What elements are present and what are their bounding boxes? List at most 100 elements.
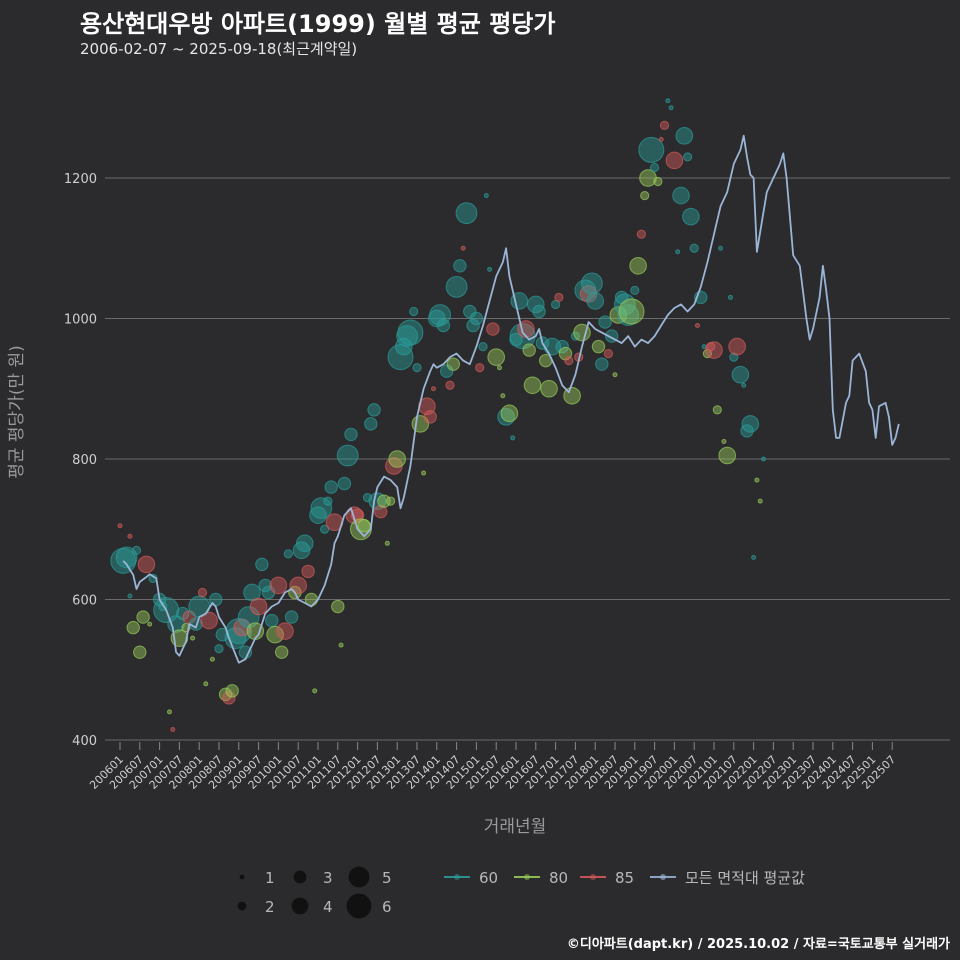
- scatter-point-80: [618, 298, 645, 325]
- scatter-point-85: [269, 576, 288, 595]
- scatter-point-80: [203, 681, 209, 687]
- legend-area-label: 모든 면적대 평균값: [685, 869, 805, 887]
- scatter-point-60: [675, 127, 694, 145]
- scatter-point-85: [374, 504, 388, 519]
- scatter-point-60: [337, 476, 352, 491]
- scatter-point-85: [658, 136, 664, 142]
- scatter-points: [110, 98, 766, 732]
- scatter-point-60: [127, 593, 133, 599]
- scatter-point-80: [357, 519, 371, 533]
- scatter-point-85: [301, 564, 315, 579]
- scatter-point-80: [629, 257, 647, 275]
- scatter-point-60: [284, 610, 299, 624]
- legend-size-marker: [346, 893, 372, 919]
- scatter-point-85: [423, 410, 437, 424]
- y-axis-title: 평균 평당가(만 원): [7, 345, 27, 479]
- scatter-point-85: [460, 245, 466, 251]
- scatter-point-60: [469, 311, 484, 326]
- legend-dot-marker: [454, 874, 460, 880]
- scatter-point-60: [323, 496, 333, 506]
- scatter-point-60: [364, 417, 378, 431]
- scatter-point-80: [190, 635, 196, 641]
- scatter-point-60: [555, 339, 569, 354]
- legend-size-marker: [293, 870, 307, 884]
- scatter-point-85: [276, 622, 294, 640]
- y-tick-label: 800: [72, 453, 97, 468]
- scatter-point-60: [527, 295, 545, 314]
- legend-size-label: 6: [382, 898, 392, 916]
- scatter-point-80: [591, 339, 606, 354]
- scatter-point-85: [445, 380, 455, 390]
- scatter-point-80: [384, 540, 390, 546]
- scatter-point-60: [395, 337, 413, 356]
- scatter-point-80: [612, 372, 618, 378]
- scatter-point-85: [137, 555, 156, 574]
- legend-size-label: 4: [323, 898, 333, 916]
- scatter-point-60: [238, 645, 253, 659]
- legend-area-label: 85: [615, 869, 634, 887]
- scatter-point-85: [127, 533, 133, 539]
- scatter-point-80: [712, 405, 722, 415]
- scatter-point-80: [522, 343, 536, 357]
- y-gridlines: [105, 177, 950, 741]
- scatter-point-80: [639, 169, 657, 187]
- scatter-point-60: [581, 272, 603, 295]
- footer-credit: ©디아파트(dapt.kr) / 2025.10.02 / 자료=국토교통부 실…: [566, 937, 950, 952]
- scatter-point-60: [131, 545, 142, 555]
- scatter-point-85: [564, 356, 574, 366]
- scatter-point-80: [126, 620, 140, 635]
- scatter-point-80: [523, 376, 542, 395]
- scatter-point-80: [225, 684, 239, 698]
- legend: 1 2 3 4 5 6 60 80 85 모든 면적대 평균값: [237, 866, 805, 919]
- y-tick-label: 400: [72, 734, 97, 749]
- scatter-point-60: [344, 427, 358, 442]
- scatter-point-60: [741, 415, 760, 433]
- scatter-point-85: [659, 120, 670, 130]
- x-tick-labels: 2006012006072007012007072008012008072009…: [87, 742, 898, 792]
- scatter-point-60: [258, 578, 272, 593]
- y-tick-label: 1000: [64, 313, 97, 328]
- scatter-point-80: [209, 656, 215, 662]
- scatter-point-60: [296, 534, 314, 553]
- chart-title: 용산현대우방 아파트(1999) 월별 평균 평당가: [80, 10, 556, 38]
- scatter-point-60: [532, 304, 546, 319]
- legend-dot-marker: [524, 874, 530, 880]
- scatter-point-60: [682, 207, 700, 226]
- scatter-point-80: [718, 446, 737, 465]
- scatter-point-80: [640, 190, 650, 201]
- scatter-point-85: [695, 323, 700, 329]
- scatter-point-85: [170, 726, 176, 732]
- scatter-point-80: [757, 498, 763, 504]
- scatter-point-80: [312, 688, 318, 694]
- scatter-point-80: [497, 365, 502, 371]
- scatter-point-85: [486, 322, 500, 336]
- scatter-point-60: [324, 480, 338, 494]
- scatter-point-60: [586, 292, 605, 310]
- scatter-point-85: [475, 363, 485, 373]
- scatter-point-60: [665, 98, 671, 104]
- scatter-point-60: [409, 306, 419, 317]
- scatter-point-80: [388, 450, 407, 468]
- y-tick-labels: 400 600 800 1000 1200: [64, 172, 97, 749]
- scatter-point-60: [320, 524, 330, 534]
- scatter-point-85: [603, 349, 614, 359]
- scatter-point-60: [718, 245, 724, 251]
- scatter-point-60: [672, 186, 690, 205]
- scatter-point-60: [265, 613, 279, 628]
- scatter-point-60: [336, 444, 359, 467]
- scatter-point-60: [650, 162, 660, 173]
- scatter-point-60: [455, 202, 478, 225]
- scatter-point-60: [237, 606, 260, 628]
- scatter-point-85: [431, 386, 436, 392]
- scatter-point-80: [331, 599, 345, 614]
- legend-size-marker: [237, 901, 247, 911]
- scatter-point-60: [466, 318, 480, 333]
- scatter-point-85: [249, 597, 268, 616]
- scatter-point-60: [630, 285, 640, 295]
- scatter-point-60: [483, 193, 489, 199]
- legend-size-label: 1: [265, 869, 275, 887]
- scatter-point-60: [598, 315, 612, 329]
- x-axis-title: 거래년월: [484, 817, 547, 837]
- scatter-point-60: [731, 365, 750, 384]
